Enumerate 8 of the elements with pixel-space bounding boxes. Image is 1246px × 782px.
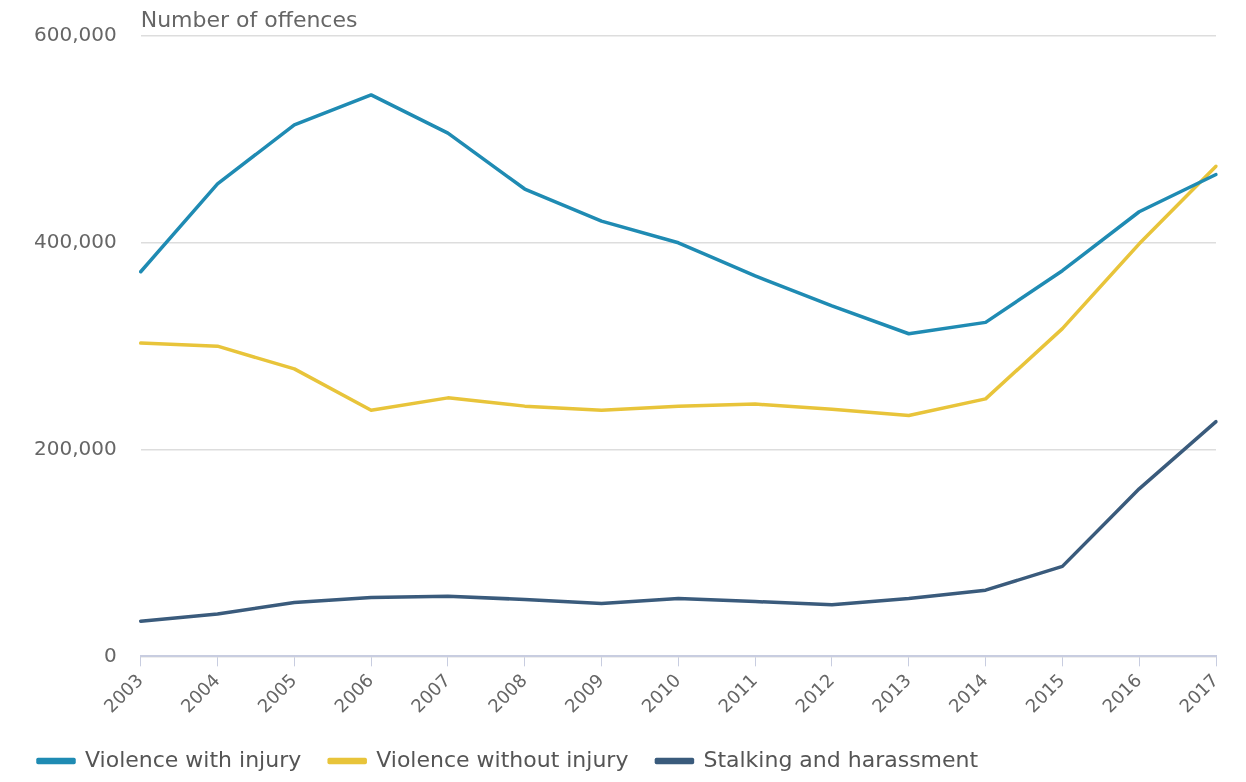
y-tick-label: 400,000 <box>33 228 117 253</box>
y-tick-label: 200,000 <box>33 435 117 460</box>
legend-label: Stalking and harassment <box>703 746 979 772</box>
legend-label: Violence with injury <box>85 746 302 772</box>
y-axis-title: Number of offences <box>140 6 358 32</box>
y-tick-label: 600,000 <box>33 22 117 47</box>
legend-label: Violence without injury <box>376 746 629 772</box>
y-tick-label: 0 <box>103 642 117 667</box>
